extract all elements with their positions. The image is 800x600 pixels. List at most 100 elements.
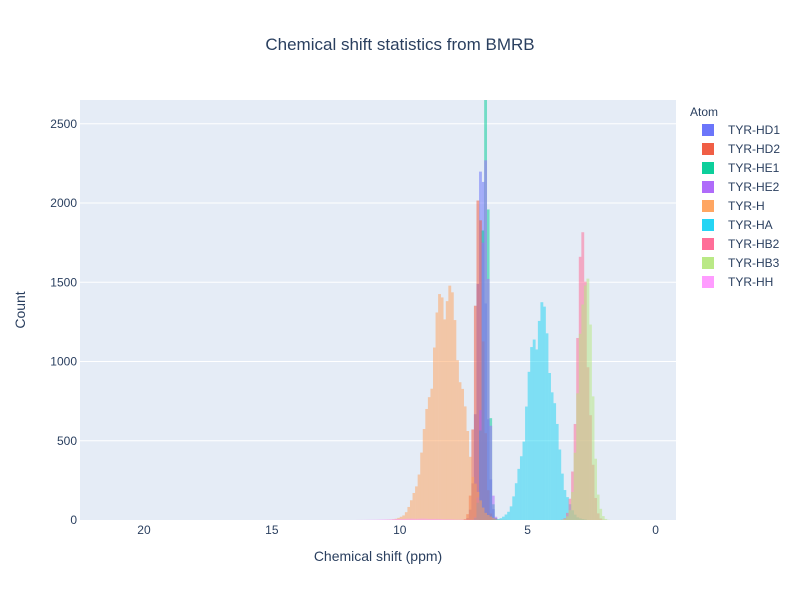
histogram-bar — [519, 456, 523, 520]
histogram-bar — [601, 516, 605, 520]
histogram-bar — [504, 514, 508, 520]
histogram-bar — [581, 304, 585, 520]
histogram-bar — [535, 349, 539, 520]
legend-item[interactable]: TYR-HD2 — [702, 142, 780, 156]
chart-title: Chemical shift statistics from BMRB — [265, 35, 534, 54]
histogram-bar — [404, 518, 408, 520]
histogram-bar — [450, 292, 454, 520]
legend-swatch — [702, 200, 714, 212]
histogram-bar — [568, 510, 572, 520]
histogram-bar — [448, 519, 452, 520]
histogram-bar — [558, 449, 562, 520]
legend-swatch — [702, 276, 714, 288]
histogram-bar — [589, 324, 592, 520]
histogram-bar — [381, 519, 385, 520]
histogram-bar — [394, 519, 398, 520]
y-axis-title: Count — [12, 291, 28, 328]
legend-swatch — [702, 238, 714, 250]
legend-swatch — [702, 219, 714, 231]
legend-item[interactable]: TYR-HA — [702, 218, 773, 232]
histogram-bar — [548, 372, 551, 520]
histogram-bar — [397, 518, 401, 520]
legend-swatch — [702, 181, 714, 193]
x-tick-label: 15 — [265, 523, 279, 537]
histogram-bar — [517, 468, 521, 520]
histogram-bar — [397, 517, 401, 520]
series-tyr-hh — [356, 518, 480, 520]
histogram-bar — [527, 371, 531, 520]
histogram-bar — [489, 425, 493, 520]
histogram-bar — [479, 410, 482, 520]
histogram-bar — [494, 516, 498, 520]
x-tick-label: 0 — [652, 523, 659, 537]
legend[interactable]: Atom TYR-HD1 TYR-HD2 TYR-HE1 TYR-HE2 TYR-H TY… — [690, 105, 780, 289]
legend-label: TYR-H — [728, 199, 765, 213]
histogram-bar — [402, 515, 406, 520]
legend-item[interactable]: TYR-HB3 — [702, 256, 780, 270]
histogram-bar — [573, 452, 577, 520]
histogram-bar — [566, 516, 569, 520]
x-tick-label: 20 — [137, 523, 151, 537]
histogram-bar — [471, 476, 475, 520]
histogram-bar — [476, 200, 480, 520]
series-tyr-hb3 — [560, 278, 610, 520]
histogram-bar — [481, 507, 485, 520]
histogram-bar — [594, 458, 598, 520]
histogram-bar — [440, 519, 444, 520]
histogram-bar — [420, 452, 424, 520]
legend-item[interactable]: TYR-HH — [702, 275, 773, 289]
histogram-bar — [402, 518, 406, 520]
histogram-bar — [566, 497, 569, 520]
histogram-bar — [576, 393, 580, 520]
histogram-bars — [356, 100, 610, 521]
histogram-bar — [453, 320, 457, 520]
histogram-bar — [404, 512, 408, 520]
legend-label: TYR-HD2 — [728, 142, 780, 156]
y-tick-label: 500 — [57, 434, 77, 448]
legend-item[interactable]: TYR-HB2 — [702, 237, 780, 251]
histogram-bar — [525, 406, 528, 520]
histogram-bar — [550, 392, 554, 520]
histogram-bar — [563, 490, 567, 520]
legend-swatch — [702, 143, 714, 155]
histogram-bar — [456, 360, 459, 520]
legend-item[interactable]: TYR-HE2 — [702, 180, 780, 194]
legend-item[interactable]: TYR-H — [702, 199, 765, 213]
histogram-bar — [599, 508, 603, 520]
histogram-bar — [514, 483, 518, 520]
histogram-bar — [578, 333, 582, 520]
histogram-bar — [412, 518, 416, 520]
histogram-bar — [415, 518, 418, 520]
histogram-bar — [571, 491, 574, 520]
legend-item[interactable]: TYR-HE1 — [702, 161, 780, 175]
histogram-bar — [409, 500, 413, 520]
histogram-bar — [537, 320, 541, 520]
legend-item[interactable]: TYR-HD1 — [702, 123, 780, 137]
x-tick-label: 5 — [524, 523, 531, 537]
histogram-bar — [450, 519, 454, 520]
histogram-bar — [555, 423, 559, 520]
histogram-bar — [445, 519, 449, 520]
histogram-bar — [445, 301, 449, 520]
histogram-bar — [471, 429, 475, 520]
histogram-bar — [486, 515, 490, 520]
histogram-bar — [468, 456, 472, 520]
y-tick-label: 1000 — [50, 355, 77, 369]
histogram-bar — [461, 388, 464, 520]
histogram-bar — [494, 518, 498, 520]
histogram-bar — [479, 220, 482, 520]
histogram-bar — [509, 506, 513, 520]
histogram-bar — [392, 519, 395, 520]
legend-label: TYR-HB3 — [728, 256, 780, 270]
histogram-bar — [415, 486, 418, 520]
histogram-bar — [499, 518, 503, 520]
histogram-bar — [484, 160, 488, 520]
histogram-bar — [491, 495, 495, 520]
y-tick-label: 2500 — [50, 117, 77, 131]
histogram-bar — [430, 518, 434, 520]
y-tick-label: 1500 — [50, 275, 77, 289]
histogram-bar — [568, 498, 572, 520]
histogram-bar — [476, 491, 480, 520]
histogram-bar — [438, 294, 441, 520]
